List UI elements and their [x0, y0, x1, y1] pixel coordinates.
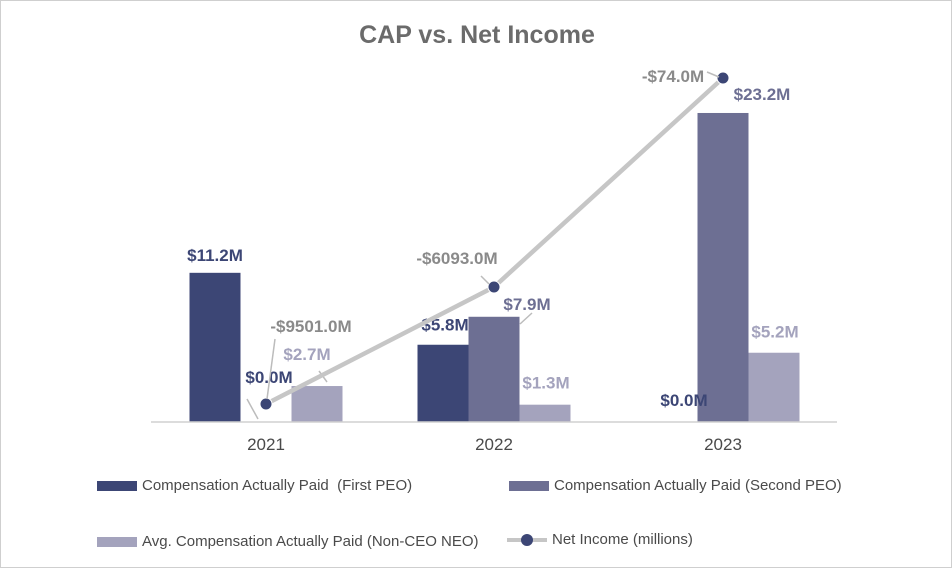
- bar-non-ceo-neo-2022: [519, 404, 571, 422]
- bar-non-ceo-neo-2023: [748, 352, 800, 422]
- legend-item-non-ceo-neo: Avg. Compensation Actually Paid (Non-CEO…: [97, 533, 479, 550]
- bars-layer: [189, 112, 800, 422]
- bar-first-peo-2022: [417, 344, 469, 422]
- bar-label-first-peo-2023: $0.0M: [660, 391, 707, 410]
- legend-item-first-peo: Compensation Actually Paid (First PEO): [97, 477, 412, 494]
- net-income-label-2023: -$74.0M: [642, 67, 704, 86]
- net-income-leader-line: [266, 338, 276, 400]
- bar-label-first-peo-2021: $11.2M: [187, 246, 243, 265]
- legend-swatch-non-ceo-neo: [97, 536, 137, 547]
- legend-swatch-first-peo: [97, 480, 137, 491]
- bar-second-peo-2022: [468, 316, 520, 422]
- bar-label-second-peo-2021: $0.0M: [245, 368, 292, 387]
- bar-label-non-ceo-neo-2023: $5.2M: [751, 323, 798, 342]
- bar-second-peo-2023: [697, 112, 749, 422]
- net-income-label-2022: -$6093.0M: [416, 249, 497, 268]
- net-income-label-2021: -$9501.0M: [270, 317, 351, 336]
- x-tick-2021: 2021: [247, 435, 285, 454]
- bar-first-peo-2021: [189, 272, 241, 422]
- legend-line-net-income: [507, 533, 547, 547]
- tick-layer: 2021 2022 2023: [247, 435, 742, 454]
- bar-label-second-peo-2022: $7.9M: [503, 295, 550, 314]
- bar-label-non-ceo-neo-2022: $1.3M: [522, 374, 569, 393]
- bar-label-non-ceo-neo-2021: $2.7M: [283, 345, 330, 364]
- net-income-point-2021: [259, 397, 273, 411]
- net-income-leader-line: [480, 275, 490, 285]
- x-tick-2022: 2022: [475, 435, 513, 454]
- x-tick-2023: 2023: [704, 435, 742, 454]
- bar-labels-layer: $11.2M$5.8M$0.0M$0.0M$7.9M$23.2M$2.7M$1.…: [187, 85, 799, 420]
- chart-title: CAP vs. Net Income: [359, 21, 595, 49]
- net-income-leader-line: [706, 71, 720, 78]
- legend-label-second-peo: Compensation Actually Paid (Second PEO): [554, 477, 842, 494]
- label-leader-line: [246, 398, 259, 420]
- legend-swatch-second-peo: [509, 480, 549, 491]
- net-income-layer: -$9501.0M -$6093.0M -$74.0M: [259, 67, 730, 411]
- bar-label-second-peo-2023: $23.2M: [734, 85, 791, 104]
- net-income-point-2023: [716, 71, 730, 85]
- bar-non-ceo-neo-2021: [291, 386, 343, 422]
- net-income-point-2022: [487, 280, 501, 294]
- legend-label-net-income: Net Income (millions): [552, 531, 693, 548]
- legend-label-first-peo: Compensation Actually Paid (First PEO): [142, 477, 413, 494]
- legend-item-net-income: Net Income (millions): [507, 531, 693, 548]
- label-leader-line: [519, 312, 533, 325]
- legend-item-second-peo: Compensation Actually Paid (Second PEO): [509, 477, 842, 494]
- legend-label-non-ceo-neo: Avg. Compensation Actually Paid (Non-CEO…: [142, 533, 479, 550]
